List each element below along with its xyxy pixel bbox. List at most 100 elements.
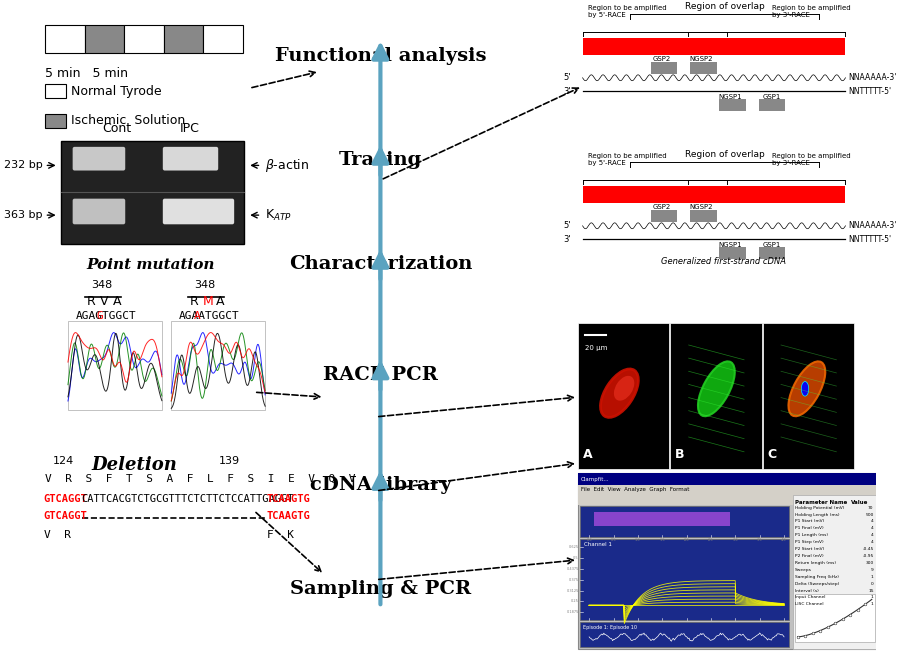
Text: V: V [100, 295, 108, 308]
FancyBboxPatch shape [162, 198, 234, 224]
Text: 0.3125: 0.3125 [566, 588, 578, 592]
Text: $\beta$-actin: $\beta$-actin [265, 157, 309, 174]
Text: Deletion: Deletion [92, 456, 178, 474]
Text: Clampfit...: Clampfit... [580, 476, 609, 482]
Text: 1: 1 [870, 602, 873, 606]
Text: 4: 4 [870, 527, 873, 530]
Text: 20 μm: 20 μm [584, 345, 607, 351]
Bar [85, 25, 124, 53]
Text: K$_{ATP}$: K$_{ATP}$ [265, 208, 291, 223]
Text: 3': 3' [563, 235, 571, 244]
Text: NGSP1: NGSP1 [717, 94, 741, 100]
Text: Region to be amplified
by 5'-RACE: Region to be amplified by 5'-RACE [587, 5, 666, 18]
Text: IPC: IPC [179, 122, 199, 134]
Text: 0: 0 [870, 582, 873, 586]
Text: B: B [674, 448, 684, 461]
Text: 4.0: 4.0 [780, 538, 786, 542]
Text: Value: Value [851, 500, 868, 505]
Text: GSP1: GSP1 [762, 242, 780, 248]
Text: GSP1: GSP1 [762, 94, 780, 100]
Text: NNTTTTT-5': NNTTTTT-5' [847, 87, 890, 96]
Text: NGSP2: NGSP2 [688, 56, 712, 62]
Text: C: C [767, 448, 776, 461]
Text: Sampling Freq (kHz): Sampling Freq (kHz) [794, 575, 838, 579]
Bar [61, 140, 244, 244]
Text: AGAGTGGCT: AGAGTGGCT [76, 311, 136, 321]
Text: cDNA library: cDNA library [309, 476, 451, 494]
Bar [203, 25, 243, 53]
Text: Tracing: Tracing [338, 151, 421, 169]
Text: Holding Length (ms): Holding Length (ms) [794, 513, 838, 517]
Bar [577, 495, 876, 505]
Text: GSP2: GSP2 [651, 56, 670, 62]
Text: Region of overlap: Region of overlap [684, 150, 764, 159]
Text: 15: 15 [867, 588, 873, 592]
Text: 70: 70 [867, 505, 873, 509]
Text: 5': 5' [563, 73, 571, 82]
Text: NGSP2: NGSP2 [688, 204, 712, 210]
Text: Ischemic  Solution: Ischemic Solution [70, 114, 185, 127]
Bar [45, 114, 66, 128]
Text: GTCAGGT: GTCAGGT [43, 511, 87, 521]
Text: NGSP1: NGSP1 [717, 242, 741, 248]
Text: TCAAGTG: TCAAGTG [267, 494, 310, 503]
FancyBboxPatch shape [72, 147, 125, 171]
Text: Delta (Sweeps/step): Delta (Sweeps/step) [794, 582, 838, 586]
Text: P2 Start (mV): P2 Start (mV) [794, 547, 824, 551]
Text: R: R [189, 295, 198, 308]
Text: 0.375: 0.375 [568, 578, 578, 582]
Ellipse shape [613, 376, 633, 401]
Text: F  K: F K [267, 530, 293, 540]
Bar [758, 99, 784, 111]
Text: 348: 348 [194, 279, 216, 290]
Text: 0.5: 0.5 [573, 556, 578, 560]
Text: R: R [87, 295, 96, 308]
Text: 2.0: 2.0 [683, 538, 688, 542]
Bar [719, 247, 745, 259]
Text: 5': 5' [563, 221, 571, 230]
Text: Generalized first-strand cDNA: Generalized first-strand cDNA [660, 256, 786, 266]
Text: A: A [216, 295, 225, 308]
Text: Region of overlap: Region of overlap [684, 2, 764, 11]
Text: LISC Channel: LISC Channel [794, 602, 823, 606]
Text: 348: 348 [91, 279, 112, 290]
Text: NNAAAAA-3': NNAAAAA-3' [847, 221, 896, 230]
Text: TCAAGTG: TCAAGTG [267, 511, 310, 521]
Text: AGAATGGCT: AGAATGGCT [179, 311, 239, 321]
Text: 124: 124 [53, 456, 74, 467]
Ellipse shape [800, 382, 808, 396]
Bar [690, 210, 716, 222]
Text: Channel 1: Channel 1 [584, 542, 612, 547]
Text: NNTTTTT-5': NNTTTTT-5' [847, 235, 890, 244]
Bar [171, 321, 265, 410]
Text: A: A [582, 448, 592, 461]
Text: Sweeps: Sweeps [794, 568, 811, 572]
Ellipse shape [600, 369, 638, 417]
Bar [594, 511, 729, 526]
FancyBboxPatch shape [162, 147, 218, 171]
Text: P1 Final (mV): P1 Final (mV) [794, 527, 823, 530]
FancyBboxPatch shape [72, 198, 125, 224]
Bar [579, 539, 788, 620]
Ellipse shape [697, 361, 734, 416]
Text: A: A [194, 311, 201, 321]
Bar [582, 186, 844, 203]
Bar [669, 323, 760, 469]
Text: Normal Tyrode: Normal Tyrode [70, 85, 161, 98]
Text: -0.45: -0.45 [861, 547, 873, 551]
Bar [761, 323, 853, 469]
Text: Region to be amplified
by 5'-RACE: Region to be amplified by 5'-RACE [587, 153, 666, 166]
Text: Holding Potential (mV): Holding Potential (mV) [794, 505, 843, 509]
Text: Input Channel: Input Channel [794, 596, 824, 600]
Text: CATTCACGTCTGCGTTTCTCTTCTCCATTGAGGT: CATTCACGTCTGCGTTTCTCTTCTCCATTGAGGT [81, 494, 294, 503]
Text: 2.5: 2.5 [707, 538, 713, 542]
Text: 4: 4 [870, 519, 873, 523]
Text: Parameter Name: Parameter Name [794, 500, 846, 505]
Text: 232 bp: 232 bp [4, 160, 42, 171]
Text: 1: 1 [870, 575, 873, 579]
Text: A: A [113, 295, 122, 308]
Text: 3.5: 3.5 [756, 538, 761, 542]
Text: V  R  S  F  T  S  A  F  L  F  S  I  E  V  Q  V: V R S F T S A F L F S I E V Q V [45, 474, 355, 484]
Bar [577, 485, 876, 495]
Text: Cont: Cont [102, 122, 131, 134]
